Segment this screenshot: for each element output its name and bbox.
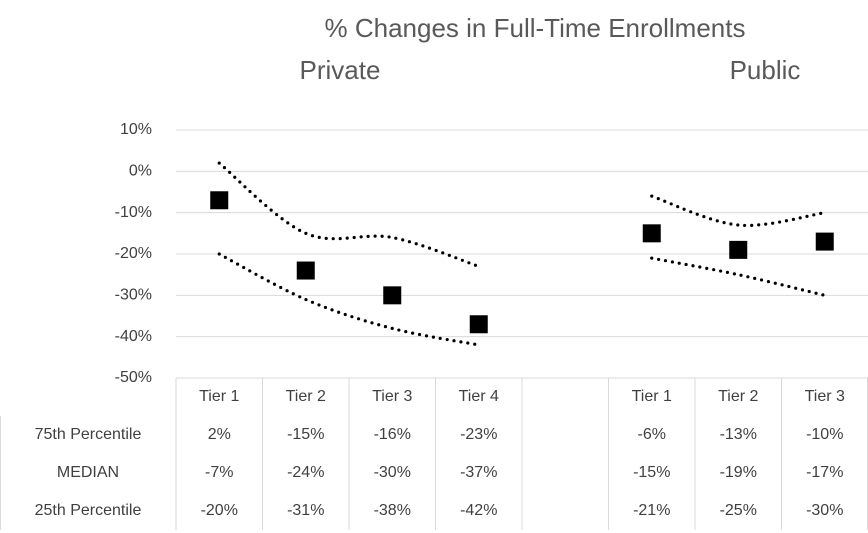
table-value: -16%: [374, 426, 411, 443]
y-tick-label: -40%: [115, 328, 152, 345]
table-value: -38%: [374, 502, 411, 519]
marker: [469, 315, 488, 334]
table-value: -30%: [374, 464, 411, 481]
table-value: -37%: [460, 464, 497, 481]
table-value: -25%: [720, 502, 757, 519]
table-value: -15%: [287, 426, 324, 443]
subtitle: Private: [300, 55, 381, 85]
x-tick-label: Tier 3: [805, 388, 845, 405]
y-tick-label: -10%: [115, 204, 152, 221]
chart-title: % Changes in Full-Time Enrollments: [325, 13, 746, 43]
table-value: -31%: [287, 502, 324, 519]
table-value: -23%: [460, 426, 497, 443]
x-tick-label: Tier 1: [632, 388, 672, 405]
subtitle: Public: [730, 55, 801, 85]
table-value: -20%: [201, 502, 238, 519]
y-tick-label: -50%: [115, 369, 152, 386]
table-value: -42%: [460, 502, 497, 519]
table-value: -17%: [806, 464, 843, 481]
x-tick-label: Tier 4: [459, 388, 499, 405]
table-value: -19%: [720, 464, 757, 481]
y-tick-label: -30%: [115, 287, 152, 304]
y-tick-label: 10%: [120, 121, 152, 138]
dotted-line: [217, 252, 481, 347]
table-value: -15%: [633, 464, 670, 481]
marker: [815, 232, 834, 251]
dotted-line: [217, 161, 481, 268]
x-tick-label: Tier 2: [286, 388, 326, 405]
marker: [210, 191, 229, 210]
table-value: -6%: [638, 426, 666, 443]
legend-label: 75th Percentile: [35, 426, 142, 443]
dotted-line: [650, 194, 827, 228]
marker: [642, 224, 661, 243]
legend-label: MEDIAN: [57, 464, 119, 481]
table-value: -10%: [806, 426, 843, 443]
marker: [383, 286, 402, 305]
table-value: -13%: [720, 426, 757, 443]
x-tick-label: Tier 2: [718, 388, 758, 405]
marker: [296, 261, 315, 280]
marker: [729, 240, 748, 259]
x-tick-label: Tier 3: [372, 388, 412, 405]
x-tick-label: Tier 1: [199, 388, 239, 405]
y-tick-label: 0%: [129, 163, 152, 180]
table-value: 2%: [208, 426, 231, 443]
table-value: -7%: [205, 464, 233, 481]
y-tick-label: -20%: [115, 245, 152, 262]
table-value: -21%: [633, 502, 670, 519]
table-value: -30%: [806, 502, 843, 519]
table-value: -24%: [287, 464, 324, 481]
legend-label: 25th Percentile: [35, 502, 142, 519]
dotted-line: [650, 256, 827, 297]
